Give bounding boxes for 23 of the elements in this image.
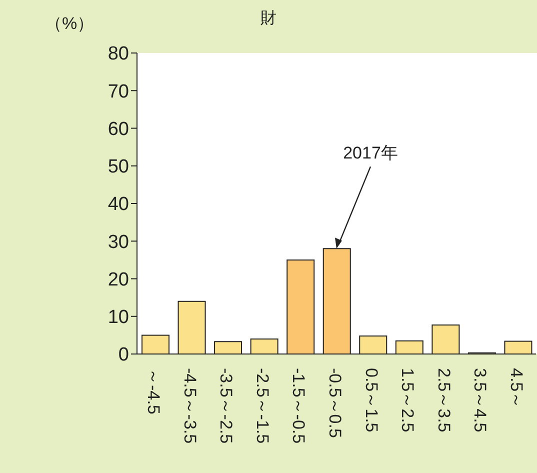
x-tick-label: 3.5～4.5 — [470, 368, 490, 432]
y-tick-label: 10 — [108, 307, 129, 328]
y-tick-label: 80 — [108, 44, 129, 65]
y-tick-label: 30 — [108, 232, 129, 253]
y-tick-label: 70 — [108, 81, 129, 102]
x-tick-label: 0.5～1.5 — [362, 368, 381, 432]
x-tick-label: 4.5～ — [506, 368, 526, 409]
x-tick-label: -0.5～0.5 — [326, 368, 344, 438]
y-tick-label: 50 — [108, 156, 129, 178]
y-tick-label: 60 — [108, 118, 129, 140]
y-axis-title: （%） — [45, 13, 94, 35]
y-tick-label: 40 — [108, 194, 129, 216]
x-tick-label: -1.5～-0.5 — [289, 368, 308, 444]
annotation: 2017年 — [343, 144, 398, 163]
x-tick-label: ～-4.5 — [144, 368, 164, 414]
y-tick-label: 20 — [108, 269, 129, 290]
chart-title: 財 — [260, 10, 276, 27]
x-tick-label: -3.5～-2.5 — [216, 368, 236, 444]
x-tick-label: -4.5～-3.5 — [180, 368, 200, 444]
x-tick-label: 1.5～2.5 — [398, 368, 418, 432]
y-tick-label: 0 — [118, 344, 129, 366]
x-tick-label: 2.5～3.5 — [434, 368, 454, 432]
x-tick-label: -2.5～-1.5 — [252, 368, 272, 444]
